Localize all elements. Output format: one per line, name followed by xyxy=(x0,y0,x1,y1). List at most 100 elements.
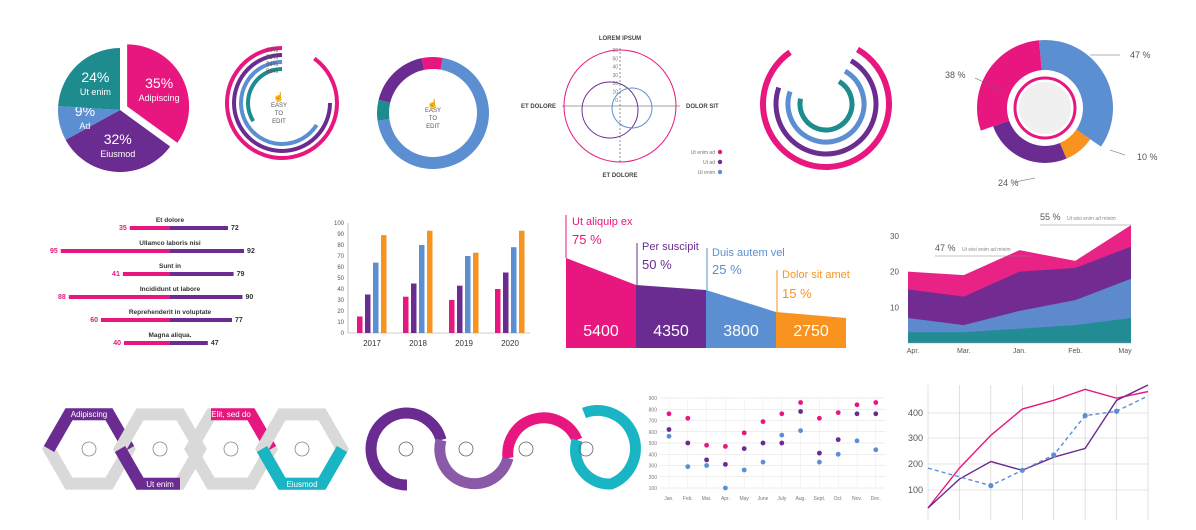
ring-center-text: EASY xyxy=(271,103,287,109)
x-tick: Mar. xyxy=(702,496,712,502)
bar-right xyxy=(170,341,208,345)
bar-left xyxy=(101,318,170,322)
bar-right xyxy=(170,249,245,253)
cloud-icon xyxy=(294,441,310,457)
y-tick: 200 xyxy=(649,475,658,481)
data-point xyxy=(854,438,860,444)
line-point xyxy=(1082,413,1088,419)
hexagon-label: Eiusmod xyxy=(286,480,317,489)
annotation-pct: 47 % xyxy=(935,243,956,253)
bar-left xyxy=(60,249,170,253)
y-tick: 90 xyxy=(337,232,344,238)
y-tick: 500 xyxy=(649,441,658,447)
data-point xyxy=(666,411,672,417)
x-tick: Apr. xyxy=(907,348,920,355)
bar xyxy=(503,272,509,333)
ring-arc xyxy=(232,53,332,153)
bar xyxy=(373,262,379,333)
x-tick: May xyxy=(739,496,749,502)
pie-slice xyxy=(65,110,171,172)
bar xyxy=(473,252,479,333)
data-point xyxy=(835,410,841,416)
arc-ring xyxy=(760,46,892,170)
bar xyxy=(457,285,463,333)
data-point xyxy=(723,461,728,467)
data-circle xyxy=(581,81,639,139)
atom-icon xyxy=(398,441,414,457)
slice-label: 47 % xyxy=(1130,50,1151,60)
pie-slice-pct: 24% xyxy=(81,69,109,85)
x-tick: Jan. xyxy=(1013,348,1026,355)
donut-chart: EASY TO EDIT ☝ xyxy=(377,57,490,169)
bar xyxy=(411,283,417,333)
bar xyxy=(465,256,471,333)
axis-tick: 50 xyxy=(612,56,618,62)
pie-slice-label: Adipiscing xyxy=(139,93,180,103)
hexagon-highlight xyxy=(114,446,180,490)
trend-icon xyxy=(223,441,239,457)
legend-dot xyxy=(717,159,723,165)
data-point xyxy=(741,467,747,473)
data-point xyxy=(854,402,860,408)
x-tick: July xyxy=(777,496,786,502)
bar-right xyxy=(170,318,232,322)
x-tick: Sept. xyxy=(814,496,826,502)
data-point xyxy=(666,427,672,432)
bar xyxy=(419,245,425,333)
x-tick: June xyxy=(758,496,769,502)
bar-right xyxy=(170,272,234,276)
bar-right-value: 90 xyxy=(245,294,253,301)
dot-plot-chart: 900 800 700 600 500 400 300 200 100 Jan. Feb. Mar. A… xyxy=(649,396,885,502)
pie-slice-pct: 32% xyxy=(104,131,132,147)
line-point xyxy=(1113,408,1120,414)
pie-slice xyxy=(58,106,120,140)
bar-left xyxy=(129,226,170,230)
data-point xyxy=(798,428,803,434)
x-tick: Feb. xyxy=(1068,348,1082,355)
arc-ring xyxy=(785,68,867,145)
data-point xyxy=(873,447,879,453)
legend-label: Ut ad xyxy=(703,160,715,166)
line-series xyxy=(927,388,1149,509)
slice-label: 24 % xyxy=(998,178,1019,188)
y-tick: 30 xyxy=(890,232,899,241)
data-point xyxy=(798,400,803,405)
horizontal-bar-chart: Et dolore 35 72 Ullamco laboris nisi 95 92 Sun… xyxy=(50,217,255,347)
y-tick: 600 xyxy=(649,430,658,436)
pie-slice-label: Eiusmod xyxy=(100,149,135,159)
bar-row-title: Incididunt ut labore xyxy=(140,286,201,293)
data-point xyxy=(779,432,785,438)
y-tick: 900 xyxy=(649,396,658,402)
ring-label: 25% xyxy=(266,55,279,61)
hexagon-highlight xyxy=(43,408,135,452)
bar xyxy=(365,294,371,333)
line-point xyxy=(988,483,994,489)
x-tick: Aug. xyxy=(795,496,805,502)
data-point xyxy=(760,419,766,425)
funnel-value: 4350 xyxy=(653,323,689,340)
ring-center-text: TO xyxy=(275,111,284,117)
funnel-step xyxy=(706,290,776,348)
bar xyxy=(381,235,387,333)
data-point xyxy=(723,485,728,491)
legend-dot xyxy=(717,149,723,155)
donut-segment xyxy=(421,57,443,70)
donut-center-text: TO xyxy=(429,116,438,122)
bar-left-value: 88 xyxy=(58,294,66,301)
ring-arc xyxy=(225,46,339,160)
y-tick: 50 xyxy=(337,276,344,282)
data-point xyxy=(817,450,822,456)
radial-rings-chart: 10%25%34%66% EASY TO EDIT ☝ xyxy=(225,46,339,160)
arc-ring xyxy=(773,58,879,157)
line-series xyxy=(927,384,1149,509)
donut-center xyxy=(1019,82,1071,134)
bar xyxy=(449,300,455,333)
data-point xyxy=(723,443,728,449)
bar xyxy=(495,289,501,333)
bar-chart-icon xyxy=(81,441,97,457)
data-point xyxy=(666,433,672,439)
bar-right xyxy=(170,226,228,230)
axis-tick: 30 xyxy=(612,73,618,79)
donut-segment xyxy=(993,120,1067,164)
